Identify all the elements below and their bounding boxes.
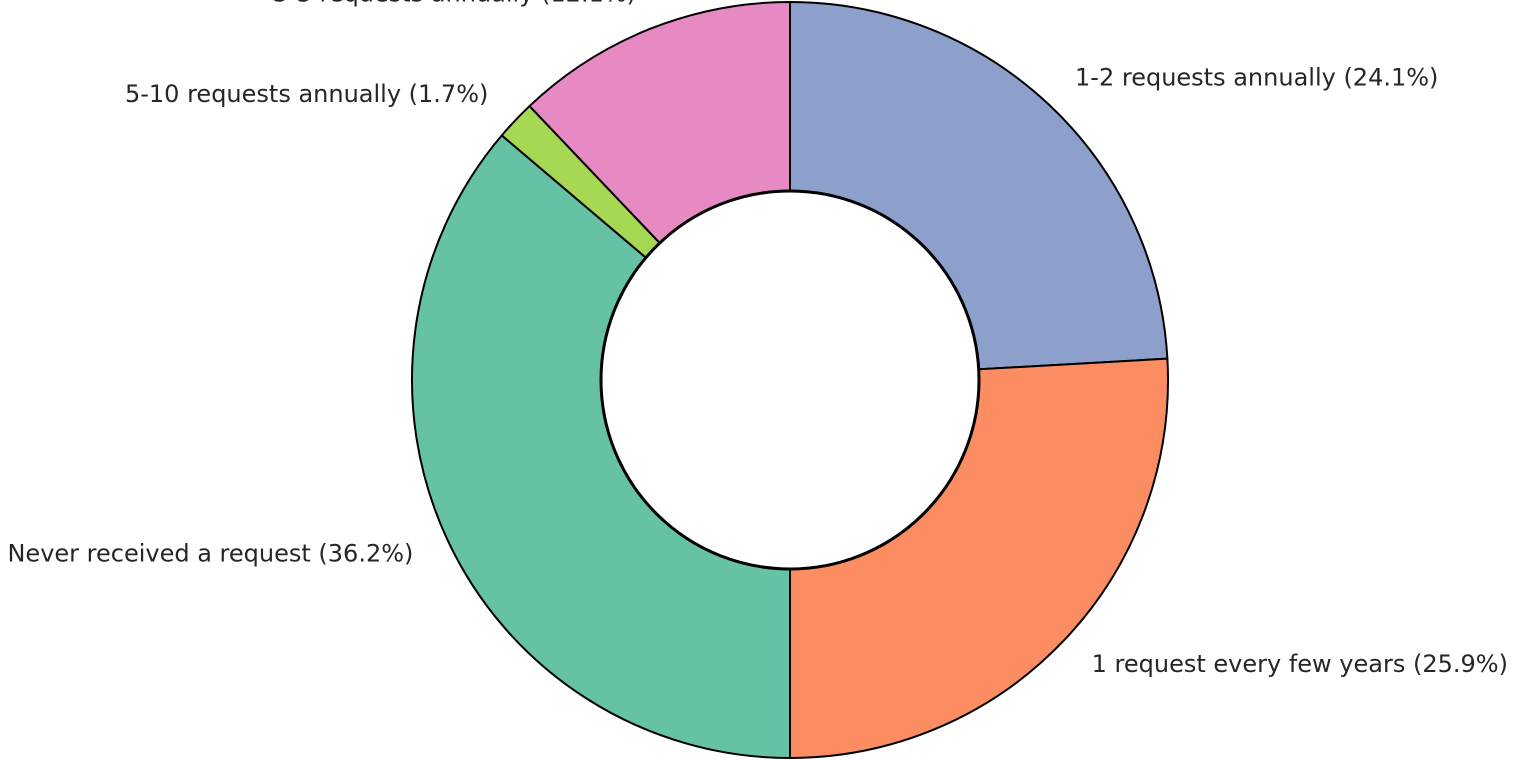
chart-labels: 1-2 requests annually (24.1%) 1 request e… — [7, 0, 1507, 678]
label-1-2-requests-annually: 1-2 requests annually (24.1%) — [1075, 63, 1438, 91]
label-3-5-requests-annually: 3-5 requests annually (12.1%) — [273, 0, 636, 8]
slice-never-received-a-request — [411, 134, 791, 759]
donut-hole — [599, 189, 981, 571]
label-never-received-a-request: Never received a request (36.2%) — [7, 539, 413, 567]
label-1-request-every-few-years: 1 request every few years (25.9%) — [1092, 650, 1508, 678]
label-5-10-requests-annually: 5-10 requests annually (1.7%) — [125, 80, 488, 108]
